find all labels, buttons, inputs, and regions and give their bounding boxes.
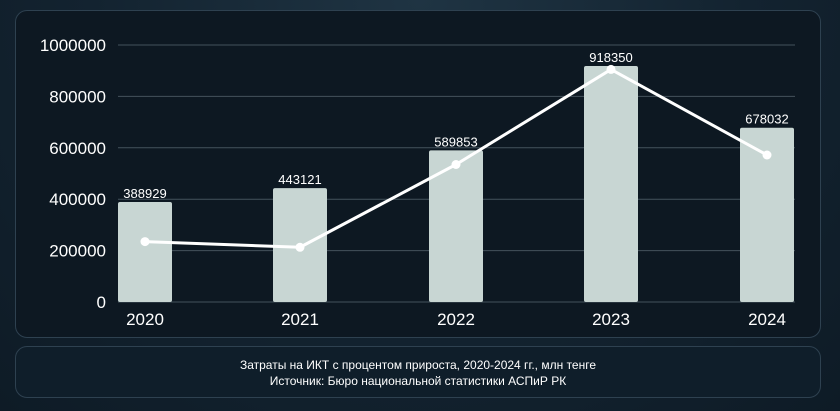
y-tick-label: 0	[97, 293, 106, 312]
bar-data-label: 443121	[278, 172, 321, 187]
y-tick-label: 1000000	[40, 36, 106, 55]
y-tick-label: 800000	[49, 87, 106, 106]
bar-data-label: 388929	[123, 186, 166, 201]
line-point	[606, 64, 616, 74]
caption-card: Затраты на ИКТ с процентом прироста, 202…	[15, 346, 821, 398]
bar-data-label: 918350	[589, 50, 632, 65]
x-tick-label: 2022	[437, 310, 475, 329]
bar	[584, 65, 638, 303]
x-tick-label: 2023	[592, 310, 630, 329]
line-point	[762, 150, 772, 160]
x-tick-label: 2020	[126, 310, 164, 329]
bar	[740, 127, 794, 302]
caption-title: Затраты на ИКТ с процентом прироста, 202…	[239, 358, 597, 372]
bar-data-label: 589853	[434, 134, 477, 149]
y-tick-label: 400000	[49, 190, 106, 209]
caption-source: Источник: Бюро национальной статистики А…	[269, 374, 567, 388]
bar	[118, 202, 172, 302]
y-tick-label: 200000	[49, 242, 106, 261]
y-tick-label: 600000	[49, 139, 106, 158]
line-point	[451, 160, 461, 170]
x-tick-label: 2024	[748, 310, 786, 329]
bar	[429, 150, 483, 302]
line-point	[295, 242, 305, 252]
x-tick-label: 2021	[281, 310, 319, 329]
bar-data-label: 678032	[745, 112, 788, 127]
line-point	[140, 237, 150, 247]
